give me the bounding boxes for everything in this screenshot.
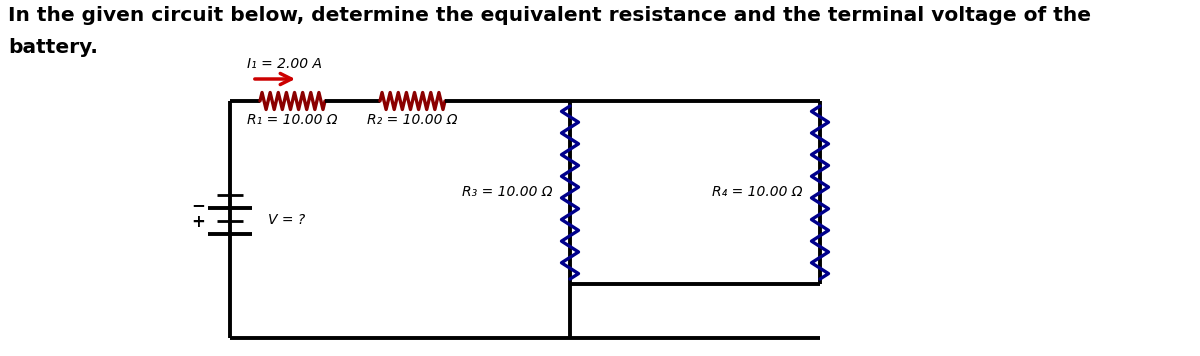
- Text: −: −: [191, 196, 205, 214]
- Text: V = ?: V = ?: [268, 213, 305, 226]
- Text: battery.: battery.: [8, 38, 98, 57]
- Text: I₁ = 2.00 A: I₁ = 2.00 A: [247, 57, 322, 71]
- Text: In the given circuit below, determine the equivalent resistance and the terminal: In the given circuit below, determine th…: [8, 6, 1091, 25]
- Text: R₂ = 10.00 Ω: R₂ = 10.00 Ω: [367, 113, 457, 127]
- Text: R₃ = 10.00 Ω: R₃ = 10.00 Ω: [462, 185, 552, 199]
- Text: R₁ = 10.00 Ω: R₁ = 10.00 Ω: [247, 113, 337, 127]
- Text: R₄ = 10.00 Ω: R₄ = 10.00 Ω: [712, 185, 802, 199]
- Text: +: +: [191, 213, 205, 231]
